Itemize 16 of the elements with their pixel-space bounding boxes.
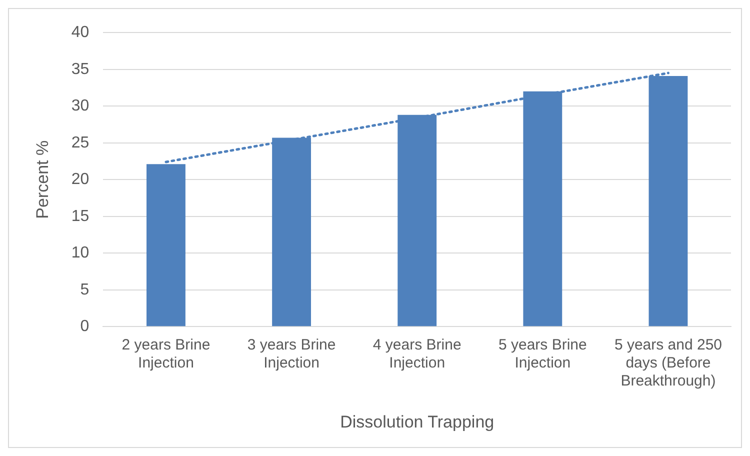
y-tick-label: 40 bbox=[71, 24, 90, 42]
y-axis-title: Percent % bbox=[32, 140, 52, 219]
x-tick-label: 3 years Brine Injection bbox=[247, 336, 336, 372]
y-tick-label: 0 bbox=[80, 318, 90, 336]
y-tick-label: 10 bbox=[71, 244, 90, 262]
x-tick-label: 5 years and 250 days (Before Breakthrough) bbox=[614, 336, 722, 390]
y-tick-label: 30 bbox=[71, 98, 90, 115]
y-tick-label: 20 bbox=[71, 171, 90, 188]
x-tick-label: 2 years Brine Injection bbox=[122, 336, 210, 372]
y-tick-label: 25 bbox=[71, 134, 90, 152]
x-axis-title: Dissolution Trapping bbox=[340, 412, 494, 432]
y-tick-label: 35 bbox=[71, 60, 90, 78]
y-tick-label: 5 bbox=[80, 281, 90, 298]
x-tick-label: 5 years Brine Injection bbox=[498, 336, 587, 372]
y-tick-label: 15 bbox=[71, 208, 90, 225]
x-tick-label: 4 years Brine Injection bbox=[372, 336, 462, 372]
